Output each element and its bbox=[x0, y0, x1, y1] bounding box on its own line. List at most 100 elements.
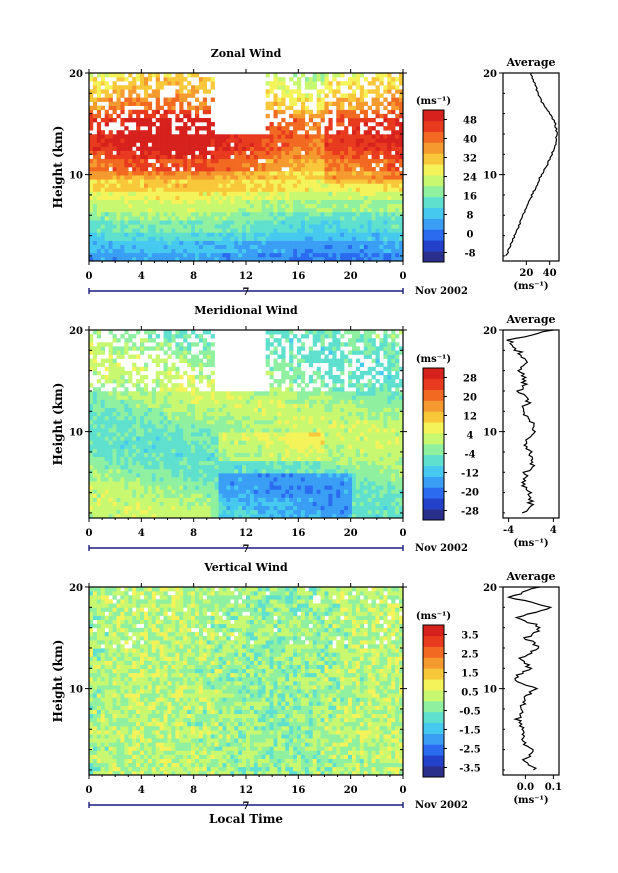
heatmap-cell bbox=[218, 497, 223, 502]
heatmap-cell bbox=[379, 489, 384, 494]
heatmap-cell bbox=[226, 150, 231, 156]
average-line bbox=[505, 72, 558, 257]
heatmap-cell bbox=[198, 256, 204, 262]
heatmap-cell bbox=[155, 81, 160, 86]
heatmap-cell bbox=[269, 244, 274, 250]
heatmap-cell bbox=[348, 236, 353, 241]
heatmap-cell bbox=[375, 485, 380, 490]
heatmap-cell bbox=[328, 162, 333, 168]
heatmap-cell bbox=[187, 207, 192, 213]
heatmap-cell bbox=[191, 473, 196, 478]
heatmap-cell bbox=[308, 240, 314, 245]
heatmap-cell bbox=[187, 216, 192, 221]
heatmap-cell bbox=[395, 464, 400, 470]
heatmap-cell bbox=[136, 509, 141, 515]
heatmap-cell bbox=[371, 134, 376, 139]
heatmap-cell bbox=[234, 497, 239, 502]
heatmap-cell bbox=[359, 117, 365, 123]
heatmap-cell bbox=[399, 211, 404, 217]
heatmap-cell bbox=[234, 448, 239, 453]
heatmap-cell bbox=[332, 505, 337, 511]
heatmap-cell bbox=[328, 191, 333, 196]
heatmap-cell bbox=[171, 138, 176, 143]
heatmap-cell bbox=[348, 187, 353, 192]
heatmap-cell bbox=[202, 199, 208, 205]
heatmap-cell bbox=[391, 126, 396, 131]
heatmap-cell bbox=[222, 256, 227, 262]
heatmap-cell bbox=[242, 501, 247, 507]
heatmap-cell bbox=[308, 207, 314, 213]
heatmap-cell bbox=[159, 440, 164, 445]
heatmap-cell bbox=[348, 220, 353, 225]
heatmap-cell bbox=[108, 154, 113, 160]
heatmap-cell bbox=[340, 440, 345, 445]
heatmap-cell bbox=[218, 473, 223, 478]
heatmap-cell bbox=[371, 142, 376, 147]
heatmap-cell bbox=[124, 436, 129, 441]
heatmap-cell bbox=[249, 179, 255, 184]
heatmap-cell bbox=[281, 220, 286, 225]
heatmap-cell bbox=[336, 142, 341, 147]
heatmap-cell bbox=[265, 183, 270, 188]
heatmap-cell bbox=[324, 191, 329, 196]
heatmap-cell bbox=[336, 493, 341, 498]
heatmap-cell bbox=[344, 207, 349, 213]
heatmap-cell bbox=[92, 179, 98, 184]
heatmap-cell bbox=[222, 228, 227, 233]
heatmap-cell bbox=[210, 252, 215, 258]
heatmap-cell bbox=[399, 489, 404, 494]
heatmap-cell bbox=[300, 244, 306, 250]
heatmap-cell bbox=[249, 464, 255, 470]
heatmap-cell bbox=[395, 89, 400, 94]
heatmap-cell bbox=[187, 199, 192, 205]
heatmap-cell bbox=[308, 150, 314, 156]
heatmap-cell bbox=[328, 154, 333, 160]
heatmap-cell bbox=[194, 244, 200, 250]
heatmap-cell bbox=[202, 187, 208, 192]
y-axis-label: Height (km) bbox=[51, 126, 65, 209]
heatmap-cell bbox=[151, 240, 157, 245]
heatmap-cell bbox=[257, 232, 262, 237]
heatmap-cell bbox=[198, 142, 204, 147]
heatmap-cell bbox=[155, 436, 160, 441]
heatmap-cell bbox=[214, 158, 219, 164]
heatmap-cell bbox=[218, 436, 223, 441]
heatmap-cell bbox=[371, 468, 376, 474]
heatmap-cell bbox=[359, 224, 365, 229]
heatmap-cell bbox=[112, 477, 117, 482]
heatmap-cell bbox=[151, 134, 157, 139]
heatmap-cell bbox=[179, 468, 184, 474]
heatmap-cell bbox=[359, 448, 365, 453]
heatmap-cell bbox=[304, 444, 310, 449]
heatmap-cell bbox=[210, 171, 215, 176]
heatmap-cell bbox=[300, 220, 306, 225]
heatmap-cell bbox=[308, 199, 314, 205]
heatmap-cell bbox=[308, 224, 314, 229]
heatmap-cell bbox=[147, 509, 153, 515]
heatmap-cell bbox=[332, 179, 337, 184]
heatmap-cell bbox=[198, 224, 204, 229]
heatmap-cell bbox=[230, 252, 235, 258]
heatmap-cell bbox=[375, 77, 380, 82]
heatmap-cell bbox=[383, 509, 388, 515]
heatmap-cell bbox=[179, 142, 184, 147]
heatmap-cell bbox=[265, 158, 270, 164]
heatmap-cell bbox=[399, 138, 404, 143]
heatmap-cell bbox=[293, 505, 298, 511]
heatmap-cell bbox=[124, 464, 129, 470]
heatmap-cell bbox=[246, 448, 251, 453]
heatmap-cell bbox=[206, 158, 211, 164]
heatmap-cell bbox=[324, 448, 329, 453]
heatmap-cell bbox=[387, 228, 392, 233]
heatmap-cell bbox=[155, 117, 160, 123]
heatmap-cell bbox=[191, 428, 196, 433]
heatmap-cell bbox=[198, 158, 204, 164]
heatmap-cell bbox=[289, 162, 294, 168]
heatmap-cell bbox=[222, 460, 227, 466]
heatmap-cell bbox=[194, 505, 200, 511]
heatmap-cell bbox=[336, 207, 341, 213]
heatmap-cell bbox=[136, 485, 141, 490]
heatmap-cell bbox=[359, 509, 365, 515]
heatmap-cell bbox=[395, 105, 400, 111]
heatmap-cell bbox=[214, 224, 219, 229]
